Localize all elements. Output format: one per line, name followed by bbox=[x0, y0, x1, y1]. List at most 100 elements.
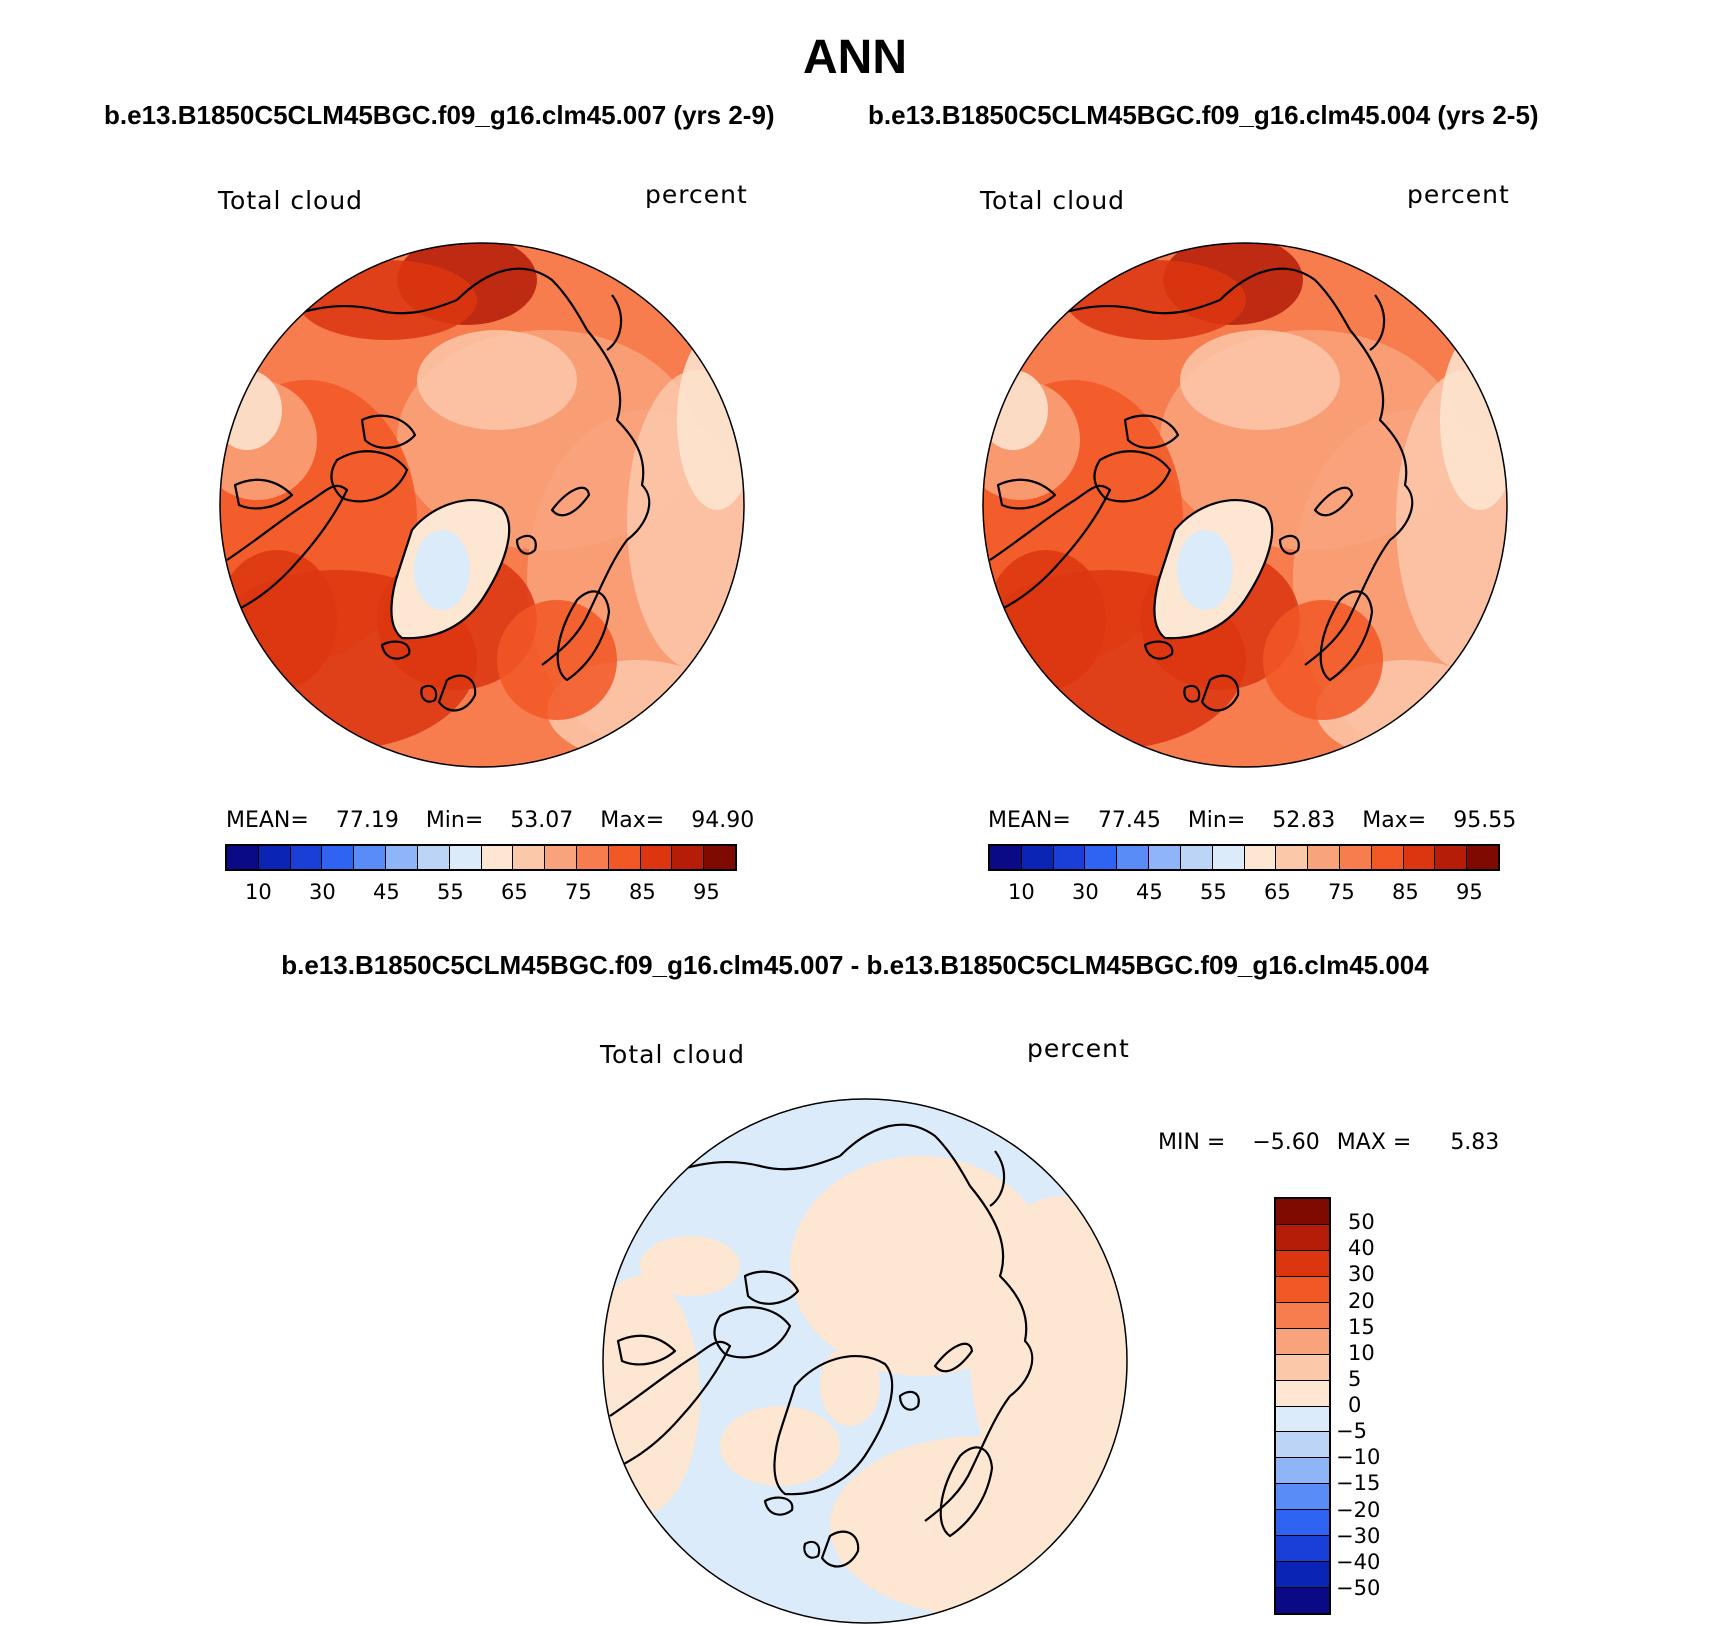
diff-colorbar-swatch bbox=[1276, 1328, 1329, 1355]
panel2-colorbar-tick-label: 45 bbox=[1136, 880, 1163, 904]
panel2-colorbar-swatch bbox=[1117, 846, 1150, 869]
coastline bbox=[380, 640, 411, 660]
panel2-colorbar-swatch bbox=[1244, 846, 1277, 869]
coastline bbox=[1143, 640, 1174, 660]
panel1-colorbar-swatch bbox=[354, 846, 387, 869]
diff-colorbar-ticks: 50 40 30 20 15 10 5 0 −5 −10 −15 −20 −30 −40 −50 bbox=[1336, 1197, 1420, 1615]
field-contour bbox=[417, 330, 577, 430]
panel1-colorbar-swatch bbox=[608, 846, 641, 869]
coastline bbox=[456, 267, 588, 331]
coastline bbox=[437, 674, 477, 712]
field-contour bbox=[677, 330, 744, 510]
map-boundary bbox=[982, 242, 1508, 768]
panel2-min-label: Min= bbox=[1187, 808, 1246, 833]
panel1-colorbar-tick-label: 45 bbox=[373, 880, 400, 904]
diff-colorbar-swatch bbox=[1276, 1199, 1329, 1225]
panel2-colorbar-swatch bbox=[1085, 846, 1118, 869]
coastlines bbox=[226, 267, 651, 712]
coastline bbox=[1183, 684, 1201, 703]
panel2-variable-label: Total cloud bbox=[980, 186, 1126, 215]
coastline bbox=[1369, 294, 1386, 351]
panel2-colorbar-swatch bbox=[1308, 846, 1340, 869]
field-contour bbox=[970, 1196, 1127, 1516]
coastline bbox=[969, 1185, 1034, 1397]
diff-colorbar-swatch bbox=[1276, 1484, 1329, 1511]
coastline bbox=[898, 1390, 920, 1411]
coastline bbox=[586, 329, 651, 541]
panel1-colorbar-tick-label: 95 bbox=[693, 880, 720, 904]
coastline bbox=[1153, 499, 1274, 640]
panel1-colorbar-swatch bbox=[545, 846, 577, 869]
diff-max-label: MAX = bbox=[1336, 1130, 1412, 1155]
panel2-colorbar-tick-label: 85 bbox=[1392, 880, 1419, 904]
coastline bbox=[996, 478, 1057, 510]
panel1-colorbar-tick-label: 10 bbox=[245, 880, 272, 904]
panel2-colorbar-tick-label: 95 bbox=[1456, 880, 1483, 904]
field-contour bbox=[1180, 330, 1340, 430]
coastline bbox=[763, 1496, 794, 1516]
panel2-mean-label: MEAN= bbox=[988, 808, 1071, 833]
diff-colorbar-swatch bbox=[1276, 1224, 1329, 1251]
coastline bbox=[924, 1395, 1011, 1522]
panel1-colorbar-tick-label: 65 bbox=[501, 880, 528, 904]
panel1-colorbar-tick-label: 75 bbox=[565, 880, 592, 904]
coastline bbox=[939, 1446, 994, 1538]
panel1-colorbar-swatch bbox=[481, 846, 514, 869]
diff-colorbar-swatch bbox=[1276, 1588, 1329, 1613]
diff-colorbar-swatch bbox=[1276, 1302, 1329, 1329]
diff-colorbar-swatch bbox=[1276, 1510, 1329, 1537]
diff-colorbar-swatch bbox=[1276, 1562, 1329, 1589]
field-contour bbox=[986, 550, 1106, 690]
panel2-mean-value: 77.45 bbox=[1097, 808, 1161, 833]
panel2-max-label: Max= bbox=[1362, 808, 1427, 833]
diff-colorbar-swatch bbox=[1276, 1432, 1329, 1459]
coastline bbox=[550, 486, 591, 517]
field-contour bbox=[1263, 600, 1383, 720]
panel2-colorbar-swatch bbox=[1149, 846, 1181, 869]
diff-colorbar bbox=[1274, 1197, 1331, 1615]
diff-colorbar-tick-label: 10 bbox=[1348, 1340, 1375, 1365]
panel1-colorbar-swatch bbox=[386, 846, 418, 869]
panel1-colorbar-tick-label: 85 bbox=[629, 880, 656, 904]
coastline bbox=[773, 1355, 894, 1496]
panel2-stats: MEAN= 77.45 Min= 52.83 Max= 95.55 bbox=[988, 808, 1516, 833]
coastline bbox=[989, 484, 1112, 611]
main-title: ANN bbox=[803, 31, 907, 84]
panel2-colorbar-swatch bbox=[1212, 846, 1245, 869]
panel1-colorbar-swatch bbox=[640, 846, 673, 869]
diff-colorbar-swatch bbox=[1276, 1380, 1329, 1407]
panel2-colorbar-tick-label: 65 bbox=[1264, 880, 1291, 904]
coastline bbox=[330, 450, 409, 503]
panel1-colorbar-swatch bbox=[513, 846, 546, 869]
diff-colorbar-swatch bbox=[1276, 1536, 1329, 1563]
case2-title: b.e13.B1850C5CLM45BGC.f09_g16.clm45.004 … bbox=[868, 100, 1539, 130]
field-contour bbox=[720, 1406, 840, 1486]
coastline bbox=[360, 414, 417, 449]
panel2-min-value: 52.83 bbox=[1272, 808, 1336, 833]
diff-colorbar-tick-label: −5 bbox=[1336, 1419, 1367, 1444]
diff-colorbar-tick-label: 15 bbox=[1348, 1314, 1375, 1339]
coastline bbox=[820, 1530, 860, 1568]
field-contour bbox=[820, 1346, 880, 1426]
panel1-mean-value: 77.19 bbox=[335, 808, 399, 833]
case1-title: b.e13.B1850C5CLM45BGC.f09_g16.clm45.007 … bbox=[104, 100, 775, 130]
coastline bbox=[1093, 450, 1172, 503]
coastline bbox=[1349, 329, 1414, 541]
panel1-max-label: Max= bbox=[600, 808, 665, 833]
panel1-min-label: Min= bbox=[425, 808, 484, 833]
diff-min-label: MIN = bbox=[1158, 1130, 1226, 1155]
field-contour bbox=[640, 1236, 740, 1296]
panel1-colorbar-swatch bbox=[449, 846, 482, 869]
panel2-colorbar-ticks: 10 30 45 55 65 75 85 95 bbox=[988, 880, 1500, 910]
panel2-polar-map bbox=[982, 242, 1508, 768]
diff-colorbar-tick-label: −15 bbox=[1336, 1471, 1381, 1496]
field-contour bbox=[1177, 530, 1233, 610]
coastline bbox=[556, 590, 611, 682]
coastline bbox=[390, 499, 511, 640]
field-contour bbox=[1440, 330, 1507, 510]
panel1-polar-map bbox=[219, 242, 745, 768]
panel2-colorbar-swatch bbox=[1021, 846, 1054, 869]
diff-colorbar-tick-label: 5 bbox=[1348, 1366, 1362, 1391]
diff-colorbar-tick-label: −30 bbox=[1336, 1523, 1381, 1548]
panel2-colorbar-swatch bbox=[1403, 846, 1436, 869]
